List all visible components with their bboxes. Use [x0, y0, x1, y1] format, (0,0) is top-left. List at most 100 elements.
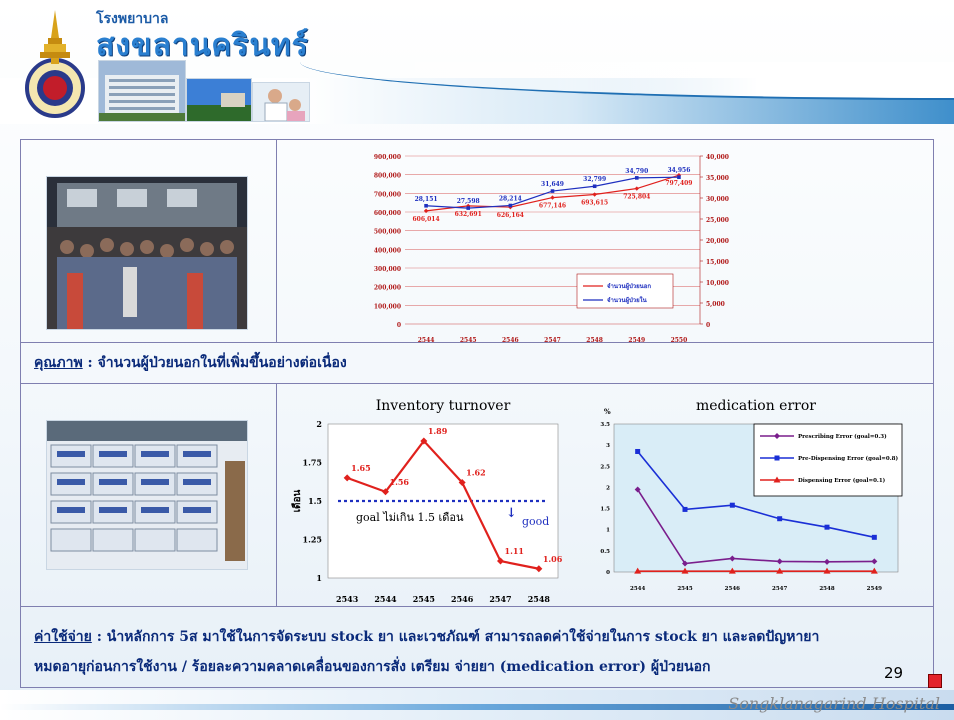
data-point	[682, 506, 688, 512]
right-tick-label: 5,000	[706, 301, 725, 308]
col-divider-2	[276, 383, 277, 606]
footer-hospital-name: Songklanagarind Hospital	[728, 694, 940, 713]
header-photo-building	[98, 60, 186, 122]
data-label: 1.62	[466, 468, 485, 478]
chart-title: medication error	[696, 398, 816, 414]
data-point	[681, 567, 689, 574]
cost-label: ค่าใช้จ่าย	[34, 629, 92, 645]
data-label: 31,649	[541, 181, 564, 188]
row-divider-1	[21, 342, 933, 343]
data-label: 1.89	[428, 426, 448, 436]
x-tick-label: 2545	[677, 586, 692, 592]
inventory-turnover-chart: Inventory turnover เดือน 1 1.25 1.5 1.75 2 2543…	[291, 398, 563, 604]
hospital-title-small: โรงพยาบาล	[96, 11, 169, 27]
quality-text: : จำนวนผู้ป่วยนอกในที่เพิ่มขึ้นอย่างต่อเ…	[82, 355, 347, 371]
x-tick-label: 2548	[528, 594, 551, 604]
data-point	[423, 208, 429, 214]
x-tick-label: 2549	[628, 337, 645, 344]
y-tick-label: 2	[606, 485, 610, 491]
data-point	[458, 479, 466, 487]
right-tick-label: 25,000	[706, 217, 729, 224]
left-tick-label: 300,000	[374, 266, 401, 273]
data-point	[677, 175, 681, 179]
cost-line1: : นำหลักการ 5ส มาใช้ในการจัดระบบ stock ย…	[91, 629, 820, 645]
data-label: 797,409	[665, 180, 692, 187]
y-tick-label: 1.25	[303, 535, 322, 545]
row-divider-3	[21, 606, 933, 607]
data-point	[592, 184, 597, 189]
data-point	[729, 555, 736, 562]
x-tick-label: 2547	[544, 337, 561, 344]
data-point	[824, 524, 830, 530]
x-tick-label: 2546	[725, 586, 740, 592]
y-tick-label: 1.5	[308, 496, 322, 506]
x-tick-label: 2546	[502, 337, 519, 344]
right-tick-label: 20,000	[706, 238, 729, 245]
data-point	[676, 172, 682, 178]
hospital-logo-icon	[25, 10, 85, 118]
right-tick-label: 0	[706, 322, 710, 329]
data-label: 1.56	[390, 477, 410, 487]
data-label: 725,804	[623, 194, 650, 201]
x-tick-label: 2544	[418, 337, 435, 344]
data-label: 27,598	[457, 198, 480, 205]
legend-box	[576, 273, 674, 309]
data-point	[824, 558, 830, 565]
left-tick-label: 900,000	[374, 154, 401, 161]
data-point	[466, 206, 471, 210]
y-tick-label: 1	[606, 528, 610, 534]
y-tick-label: 0.5	[600, 549, 610, 555]
x-tick-label: 2546	[451, 594, 474, 604]
photo-pharmacy-shelves	[46, 420, 248, 570]
outpatient-inpatient-chart: 0 100,000 200,000 300,000 400,000 500,000 600,…	[374, 154, 729, 344]
row-divider-2	[21, 383, 933, 384]
x-tick-label: 2548	[586, 337, 603, 344]
legend-marker	[774, 455, 780, 461]
right-tick-label: 40,000	[706, 154, 729, 161]
header-photo-campus	[186, 78, 252, 122]
y-tick-label: 3.5	[600, 422, 610, 428]
data-point	[550, 189, 555, 193]
left-tick-label: 600,000	[374, 210, 401, 217]
data-point	[424, 203, 428, 208]
y-tick-label: 3	[606, 443, 610, 449]
data-point	[535, 565, 543, 573]
right-tick-label: 35,000	[706, 175, 729, 182]
data-point	[729, 502, 735, 508]
right-tick-label: 15,000	[706, 259, 729, 266]
data-point	[776, 558, 783, 565]
data-point	[634, 567, 642, 574]
data-point	[508, 203, 513, 208]
hospital-title-big: สงขลานครินทร์	[96, 28, 309, 63]
quality-label: คุณภาพ	[34, 355, 83, 371]
footer-line	[0, 704, 954, 710]
legend-label: Dispensing Error (goal=0.1)	[798, 477, 886, 484]
data-point	[634, 186, 639, 191]
data-point	[634, 486, 641, 493]
goal-label: goal ไม่เกิน 1.5 เดือน	[356, 511, 464, 524]
data-point	[497, 557, 504, 565]
data-point	[382, 488, 389, 496]
photo-outpatient-crowd	[46, 176, 248, 330]
hospital-badge-icon	[928, 674, 942, 688]
data-label: 28,151	[415, 196, 438, 203]
content-table	[20, 139, 934, 688]
x-tick-label: 2549	[867, 586, 882, 592]
right-tick-label: 10,000	[706, 280, 729, 287]
header: โรงพยาบาล สงขลานครินทร์	[0, 0, 954, 132]
y-axis-label: %	[604, 407, 611, 416]
x-tick-label: 2548	[819, 586, 834, 592]
medication-error-chart: medication error% 0 0.5 1 1.5 2 2.5 3 3.5 2544 254…	[600, 398, 903, 592]
quality-caption: คุณภาพ : จำนวนผู้ป่วยนอกในที่เพิ่มขึ้นอย…	[34, 352, 347, 374]
legend-label: Prescribing Error (goal=0.3)	[798, 433, 887, 440]
good-label: good	[522, 515, 549, 528]
chart-title: Inventory turnover	[376, 398, 511, 414]
y-axis-label: เดือน	[291, 489, 303, 512]
data-label: 1.11	[505, 546, 524, 556]
data-point	[870, 567, 878, 574]
legend-label: จำนวนผู้ป่วยนอก	[607, 282, 651, 291]
data-point	[823, 567, 831, 574]
series-line	[636, 489, 875, 565]
cost-caption: ค่าใช้จ่าย : นำหลักการ 5ส มาใช้ในการจัดร…	[34, 626, 934, 648]
left-tick-label: 500,000	[374, 229, 401, 236]
